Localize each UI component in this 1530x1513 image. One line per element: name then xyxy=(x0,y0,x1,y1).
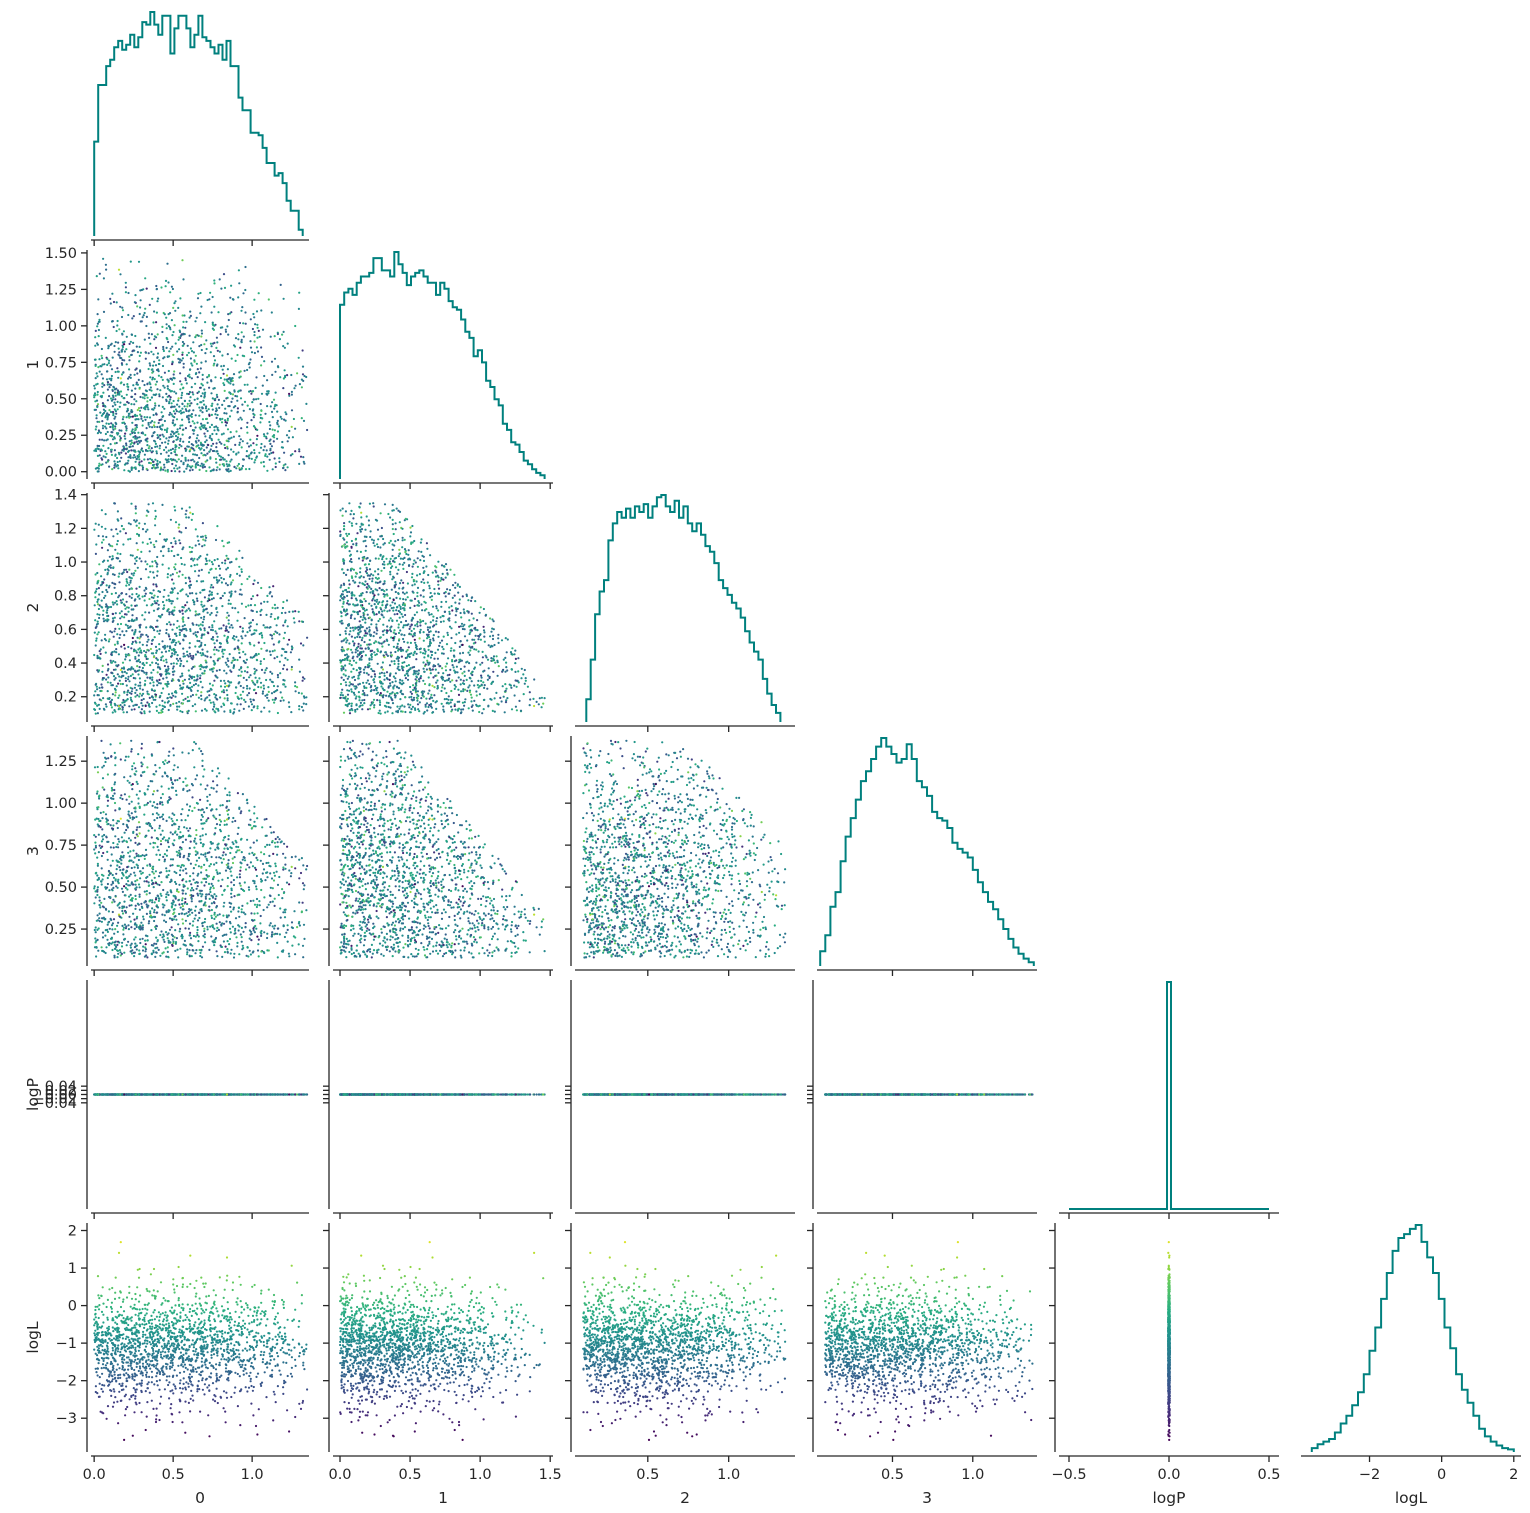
histogram-logL xyxy=(1312,1225,1514,1452)
x-tick-label: 0.5 xyxy=(1257,1467,1280,1483)
panel-logL-vs-logP: −0.5 0.0 0.5 xyxy=(1049,1223,1281,1483)
y-tick-label: 1.00 xyxy=(45,319,77,335)
scatter-points xyxy=(339,1241,546,1441)
scatter-points xyxy=(582,1241,786,1441)
y-tick-label: 1.0 xyxy=(54,555,77,571)
panel-2-vs-1 xyxy=(323,493,553,732)
y-axis-label-3: 3 xyxy=(24,846,42,856)
x-tick-label: −2 xyxy=(1359,1467,1380,1483)
x-tick-label: 0.0 xyxy=(328,1467,351,1483)
panel-logL-vs-2: 0.5 1.0 xyxy=(565,1223,795,1483)
y-axis-label-1: 1 xyxy=(24,360,42,370)
scatter-points xyxy=(339,740,546,959)
panel-0-vs-0 xyxy=(91,12,309,246)
y-tick-label: 0.6 xyxy=(54,622,77,638)
y-tick-label: 0.04 xyxy=(45,1079,77,1095)
x-tick-label: 1.0 xyxy=(717,1467,740,1483)
scatter-points xyxy=(1167,1241,1171,1441)
panel-logP-vs-1 xyxy=(323,980,553,1219)
scatter-points xyxy=(93,740,308,959)
panel-1-vs-1 xyxy=(333,252,553,489)
y-tick-label: −2 xyxy=(56,1374,77,1390)
x-tick-label: −0.5 xyxy=(1051,1467,1086,1483)
x-tick-label: 0.5 xyxy=(162,1467,185,1483)
x-axis-label-logP: logP xyxy=(1153,1489,1186,1507)
x-axis-label-logL: logL xyxy=(1395,1489,1428,1507)
panel-logP-vs-3 xyxy=(807,980,1037,1219)
panel-2-vs-2 xyxy=(575,495,795,732)
x-tick-label: 0 xyxy=(1437,1467,1446,1483)
panel-2-vs-0: 0.2 0.4 0.6 0.8 1.0 1.2 1.4 xyxy=(54,488,309,732)
panel-logL-vs-1: 0.0 0.5 1.0 1.5 xyxy=(323,1223,562,1483)
y-axis-label-logL: logL xyxy=(24,1321,42,1354)
x-tick-label: 1.0 xyxy=(961,1467,984,1483)
y-tick-label: 2 xyxy=(68,1224,77,1240)
scatter-points xyxy=(93,502,308,715)
y-axis-label-2: 2 xyxy=(24,603,42,613)
histogram-2 xyxy=(586,495,780,722)
panel-3-vs-2 xyxy=(565,736,795,976)
y-tick-label: 0.75 xyxy=(45,838,77,854)
panel-3-vs-3 xyxy=(817,738,1037,976)
y-tick-label: 0.50 xyxy=(45,392,77,408)
y-tick-label: −3 xyxy=(56,1411,77,1427)
y-tick-label: 1.00 xyxy=(45,796,77,812)
panel-logL-vs-logL: −2 0 2 xyxy=(1301,1225,1521,1483)
x-axis-label-2: 2 xyxy=(680,1489,690,1507)
x-tick-label: 1.0 xyxy=(241,1467,264,1483)
scatter-points xyxy=(339,1093,546,1095)
x-tick-label: 2 xyxy=(1509,1467,1518,1483)
x-tick-label: 0.0 xyxy=(1157,1467,1180,1483)
y-tick-label: 1.50 xyxy=(45,246,77,262)
x-tick-label: 1.0 xyxy=(469,1467,492,1483)
scatter-points xyxy=(824,1241,1033,1441)
scatter-points xyxy=(339,502,546,715)
y-tick-label: 1.25 xyxy=(45,754,77,770)
panel-logP-vs-0: −0.04−0.020.000.020.04 xyxy=(33,980,309,1219)
y-tick-label: 1 xyxy=(68,1261,77,1277)
histogram-0 xyxy=(94,12,303,236)
panel-logL-vs-0: 0.0 0.5 1.0 −3 −2 −1 0 1 2 xyxy=(56,1223,309,1483)
x-tick-label: 1.5 xyxy=(539,1467,562,1483)
panel-logL-vs-3: 0.5 1.0 xyxy=(807,1223,1037,1483)
panel-logP-vs-logP xyxy=(1059,982,1279,1219)
x-axis-label-3: 3 xyxy=(922,1489,932,1507)
y-tick-label: −1 xyxy=(56,1336,77,1352)
histogram-3 xyxy=(820,738,1034,966)
y-tick-label: 0.2 xyxy=(54,690,77,706)
y-tick-label: 0.25 xyxy=(45,922,77,938)
scatter-points xyxy=(93,258,308,473)
panel-3-vs-1 xyxy=(323,736,553,976)
scatter-points xyxy=(93,1093,308,1095)
panel-3-vs-0: 0.25 0.50 0.75 1.00 1.25 xyxy=(45,736,309,976)
scatter-points xyxy=(824,1093,1033,1095)
y-tick-label: 0.75 xyxy=(45,355,77,371)
panel-1-vs-0: 0.00 0.25 0.50 0.75 1.00 1.25 1.50 xyxy=(45,246,309,489)
y-tick-label: 0.4 xyxy=(54,656,77,672)
y-tick-label: 1.4 xyxy=(54,488,77,504)
histogram-1 xyxy=(340,252,545,479)
x-tick-label: 0.0 xyxy=(83,1467,106,1483)
scatter-points xyxy=(582,1093,786,1095)
y-tick-label: 0.8 xyxy=(54,589,77,605)
y-tick-label: 0 xyxy=(68,1299,77,1315)
y-axis-label-logP: logP xyxy=(24,1078,42,1111)
panel-logP-vs-2 xyxy=(565,980,795,1219)
x-tick-label: 0.5 xyxy=(881,1467,904,1483)
y-tick-label: 0.25 xyxy=(45,428,77,444)
x-tick-label: 0.5 xyxy=(636,1467,659,1483)
scatter-points xyxy=(93,1241,308,1441)
y-tick-label: 0.00 xyxy=(45,465,77,481)
scatter-points xyxy=(582,740,786,959)
x-axis-label-0: 0 xyxy=(195,1489,205,1507)
histogram-logP xyxy=(1069,982,1269,1209)
y-tick-label: 0.50 xyxy=(45,880,77,896)
y-tick-label: 1.2 xyxy=(54,521,77,537)
y-tick-label: 1.25 xyxy=(45,282,77,298)
x-axis-label-1: 1 xyxy=(438,1489,448,1507)
x-tick-label: 0.5 xyxy=(399,1467,422,1483)
